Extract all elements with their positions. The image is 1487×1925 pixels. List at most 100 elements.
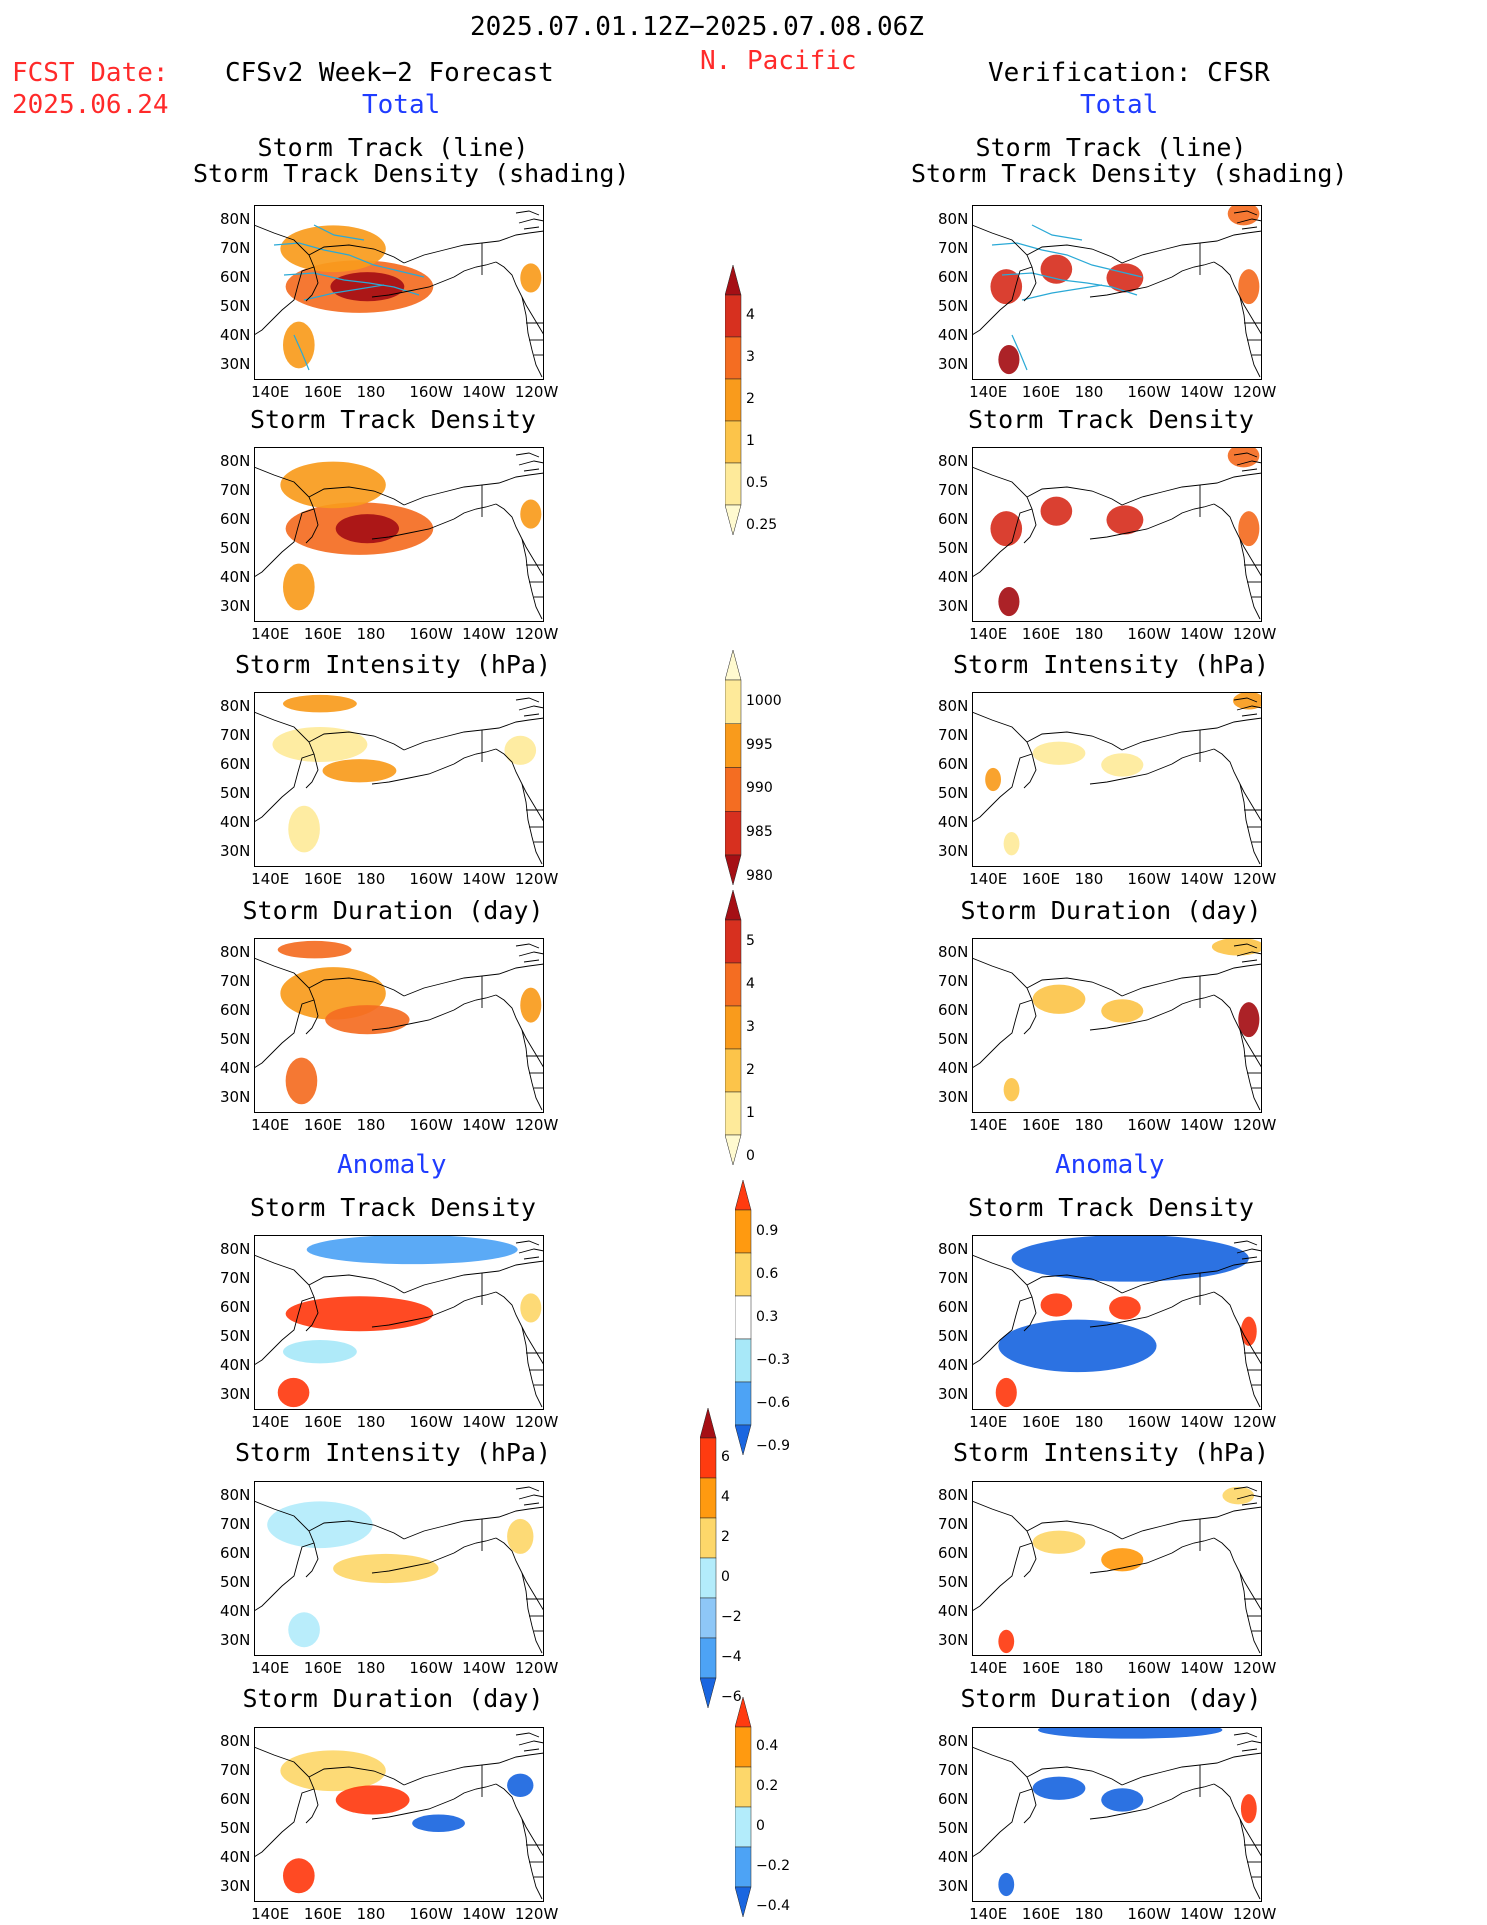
fc-dur-anom-frame (254, 1727, 544, 1902)
fc-duration-shade-4 (520, 987, 542, 1023)
fc-track-map (254, 205, 544, 380)
fc-density-coastline-9 (523, 468, 540, 472)
fc-track-title-1: Storm Track (line) (257, 133, 529, 162)
fc-dens-anom-frame (254, 1235, 544, 1410)
fc-track-lat-tick: 80N (220, 209, 251, 228)
vf-intensity-shade-1 (1101, 753, 1144, 777)
fc-track-shade-2 (280, 225, 386, 273)
vf-track-shade-1 (1040, 254, 1073, 284)
density_total-swatch-1 (725, 294, 742, 338)
fc-duration-frame (254, 938, 544, 1113)
fc-int-anom-map (254, 1481, 544, 1656)
vf-dens-anom-coastline-9 (1241, 1256, 1258, 1260)
vf-density-lon-tick: 180 (1074, 625, 1104, 643)
vf-intensity-title: Storm Intensity (hPa) (952, 650, 1270, 679)
vf-density-shade-3 (998, 587, 1020, 617)
vf-dens-anom-coastline-3 (1089, 1306, 1173, 1328)
fc-intensity-map (254, 692, 544, 867)
vf-track-lat-tick: 80N (938, 209, 969, 228)
vf-duration-coastline-2 (1023, 999, 1037, 1035)
fc-dens-anom-lon-tick: 180 (356, 1413, 386, 1431)
fc-density-lon-tick: 160E (303, 625, 343, 643)
fc-duration-coastline-1 (308, 977, 405, 997)
duration_total-label: 5 (746, 932, 755, 949)
intensity_anom-label: −2 (721, 1609, 742, 1625)
vf-track-frame (972, 205, 1262, 380)
fc-intensity-lon-tick: 140W (462, 870, 506, 888)
intensity_total-label: 1000 (746, 692, 782, 709)
fc-int-anom-lon-tick: 160W (409, 1659, 453, 1677)
vf-track-track-line-3 (1011, 334, 1028, 371)
fc-int-anom-shade-2 (288, 1612, 320, 1648)
vf-duration-coastline-10 (1239, 1029, 1261, 1111)
fc-density-shade-4 (520, 499, 542, 529)
fcst-date-label: FCST Date: (12, 58, 169, 88)
fc-dens-anom-lon-tick: 140E (251, 1413, 290, 1431)
density_total-swatch-3 (725, 378, 742, 422)
vf-duration-lon-tick: 120W (1232, 1116, 1277, 1134)
fc-density-frame (254, 447, 544, 622)
vf-intensity-coastline-1 (1026, 731, 1123, 751)
vf-int-anom-coastline-0 (972, 1500, 1033, 1612)
vf-density-coastline-7 (1236, 460, 1262, 466)
vf-track-lon-tick: 160W (1127, 383, 1171, 401)
intensity_total-swatch-5 (725, 854, 742, 885)
density_anom-label: 0.9 (756, 1222, 779, 1239)
intensity_total-colorbar (725, 650, 742, 885)
fc-density-lon-tick: 160W (409, 625, 453, 643)
vf-dens-anom-shade-2 (1040, 1293, 1073, 1317)
fc-duration-lon-tick: 140E (251, 1116, 290, 1134)
fc-duration-lat-tick: 60N (220, 1000, 251, 1019)
duration_anom-label: −0.4 (756, 1898, 790, 1914)
vf-int-anom-lon-tick: 160W (1127, 1659, 1171, 1677)
fc-intensity-lat-tick: 50N (220, 784, 251, 803)
fc-intensity-coastline-10 (521, 783, 543, 865)
fc-intensity-frame (254, 692, 544, 867)
fc-track-lon-tick: 160W (409, 383, 453, 401)
fc-intensity-lon-tick: 120W (514, 870, 559, 888)
vf-track-lat-tick: 70N (938, 238, 969, 257)
fc-dens-anom-lat-tick: 70N (220, 1268, 251, 1287)
vf-dens-anom-coastline-0 (972, 1254, 1033, 1366)
vf-density-lat-tick: 80N (938, 451, 969, 470)
vf-dur-anom-title: Storm Duration (day) (960, 1684, 1262, 1713)
fc-int-anom-coastline-2 (305, 1542, 319, 1578)
vf-dur-anom-shade-3 (998, 1872, 1015, 1897)
duration_total-label: 2 (746, 1061, 755, 1078)
fc-density-lat-tick: 80N (220, 451, 251, 470)
fc-track-track-line-0 (273, 242, 425, 278)
fc-track-track-line-3 (293, 334, 310, 371)
vf-dur-anom-coastline-9 (1241, 1748, 1258, 1752)
vf-intensity-coastline-0 (972, 711, 1033, 823)
fc-dens-anom-title: Storm Track Density (250, 1193, 536, 1222)
fc-density-lon-tick: 140W (462, 625, 506, 643)
vf-dens-anom-title: Storm Track Density (968, 1193, 1254, 1222)
duration_total-swatch-1 (725, 919, 742, 964)
fc-dur-anom-coastline-1 (308, 1766, 405, 1786)
vf-track-lon-tick: 120W (1232, 383, 1277, 401)
fc-track-frame (254, 205, 544, 380)
intensity_total-label: 990 (746, 780, 773, 797)
density_total-label: 3 (746, 349, 755, 365)
verification-anomaly-label: Anomaly (1055, 1150, 1165, 1180)
fc-dens-anom-lat-tick: 40N (220, 1356, 251, 1375)
vf-duration-coastline-1 (1026, 977, 1123, 997)
vf-density-coastline-1 (1026, 486, 1123, 506)
vf-dur-anom-lat-tick: 80N (938, 1731, 969, 1750)
fc-duration-coastline-7 (518, 951, 544, 957)
duration_total-label: 4 (746, 975, 755, 992)
fc-dur-anom-lon-tick: 120W (514, 1905, 559, 1923)
fc-track-coastline-10 (521, 296, 543, 378)
fc-dens-anom-coastline-0 (254, 1254, 315, 1366)
fc-track-track-line-1 (283, 272, 420, 296)
fc-density-lon-tick: 140E (251, 625, 290, 643)
duration_total-swatch-5 (725, 1091, 742, 1136)
vf-dens-anom-coastline-2 (1023, 1296, 1037, 1332)
vf-track-track-line-0 (991, 242, 1143, 278)
fc-dens-anom-shade-3 (277, 1377, 310, 1408)
vf-dens-anom-shade-5 (1240, 1316, 1257, 1346)
fc-track-coastline-4 (403, 230, 544, 264)
vf-intensity-coastline-4 (1121, 717, 1262, 751)
duration_anom-swatch-4 (735, 1846, 752, 1888)
density_anom-label: −0.6 (756, 1394, 790, 1411)
